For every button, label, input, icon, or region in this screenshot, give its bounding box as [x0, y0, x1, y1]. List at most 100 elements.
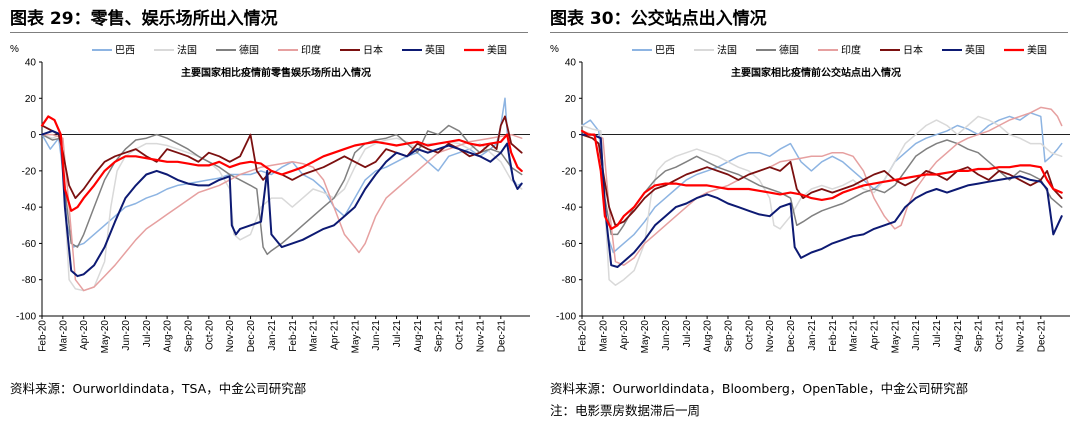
chart-retail-recreation: 40 20 0 -20 -40 -60 -80 -100% Feb-20 Mar-20 Apr-20…	[10, 44, 530, 354]
x-tick-label: Mar-21	[849, 320, 860, 352]
y-tick-label: -100	[556, 312, 576, 323]
x-tick-label: May-21	[890, 320, 901, 354]
legend-label-日本: 日本	[903, 44, 923, 57]
x-tick-label: Jul-21	[932, 320, 943, 348]
x-tick-label: Jan-21	[807, 320, 818, 351]
x-tick-label: Aug-20	[703, 320, 714, 353]
legend-label-法国: 法国	[717, 44, 737, 57]
y-tick-label: -40	[22, 203, 37, 214]
x-tick-label: Jul-20	[682, 320, 693, 348]
x-tick-label: Aug-21	[953, 320, 964, 353]
x-tick-label: Sep-21	[974, 320, 985, 353]
x-tick-label: Mar-20	[598, 320, 609, 352]
x-tick-label: Oct-20	[744, 320, 755, 350]
x-tick-label: Aug-20	[163, 320, 174, 353]
y-tick-label: -60	[22, 239, 37, 250]
y-axis-unit: %	[550, 44, 559, 55]
x-tick-label: Jul-20	[142, 320, 153, 348]
y-tick-label: -80	[22, 275, 37, 286]
x-tick-label: Sep-20	[183, 320, 194, 353]
x-tick-label: Sep-21	[434, 320, 445, 353]
x-tick-label: Dec-21	[496, 320, 507, 353]
x-tick-label: Nov-20	[225, 320, 236, 353]
x-tick-label: May-21	[350, 320, 361, 354]
x-tick-label: Jun-20	[661, 320, 672, 351]
title-divider	[550, 32, 1068, 33]
y-tick-label: -100	[16, 312, 36, 323]
legend-label-英国: 英国	[425, 44, 445, 57]
series-line-印度	[41, 133, 523, 292]
x-tick-label: Mar-21	[309, 320, 320, 352]
source-note: 资料来源：Ourworldindata，TSA，中金公司研究部	[10, 381, 307, 396]
right-panel: 图表 30：公交站点出入情况 40 20 0 -20 -40 -60 -80 -100% Feb…	[540, 0, 1080, 421]
title-divider	[10, 32, 528, 33]
series-line-英国	[41, 129, 523, 278]
x-tick-label: Jun-21	[911, 320, 922, 351]
y-tick-label: -20	[562, 166, 577, 177]
series-line-印度	[581, 106, 1063, 266]
x-tick-label: Mar-20	[58, 320, 69, 352]
series-line-英国	[581, 133, 1063, 268]
legend-label-巴西: 巴西	[655, 45, 675, 57]
x-tick-label: Dec-20	[786, 320, 797, 353]
left-panel: 图表 29：零售、娱乐场所出入情况 40 20 0 -20 -40 -60 -80 -100%…	[10, 9, 530, 396]
legend-label-美国: 美国	[487, 44, 507, 57]
y-tick-label: -80	[562, 275, 577, 286]
y-tick-label: -60	[562, 239, 577, 250]
footnote: 注：电影票房数据滞后一周	[550, 403, 701, 418]
x-tick-label: Jun-21	[371, 320, 382, 351]
x-tick-label: Dec-21	[1036, 320, 1047, 353]
x-tick-label: Nov-20	[765, 320, 776, 353]
series-line-美国	[40, 115, 523, 212]
legend-label-印度: 印度	[841, 44, 861, 57]
y-axis-unit: %	[10, 44, 19, 55]
y-tick-label: 0	[30, 130, 36, 141]
x-tick-label: Aug-21	[413, 320, 424, 353]
y-tick-label: 20	[565, 94, 577, 105]
x-tick-label: Feb-21	[288, 320, 299, 352]
chart-title: 主要国家相比疫情前公交站点出入情况	[731, 66, 901, 79]
y-tick-label: 40	[25, 58, 37, 69]
series-line-美国	[580, 129, 1063, 230]
series-line-日本	[581, 133, 1063, 227]
y-tick-label: -40	[562, 203, 577, 214]
figure-title: 图表 30：公交站点出入情况	[550, 9, 767, 29]
x-tick-label: Sep-20	[723, 320, 734, 353]
chart-transit-stations: 40 20 0 -20 -40 -60 -80 -100% Feb-20 Mar-20 Apr-20…	[550, 44, 1070, 354]
x-tick-label: Nov-21	[475, 320, 486, 353]
legend-label-日本: 日本	[363, 44, 383, 57]
legend-label-印度: 印度	[301, 44, 321, 57]
legend-label-巴西: 巴西	[115, 45, 135, 57]
series-line-法国	[581, 115, 1063, 286]
x-tick-label: Apr-20	[79, 320, 90, 350]
x-tick-label: May-20	[100, 320, 111, 354]
x-tick-label: Nov-21	[1015, 320, 1026, 353]
x-tick-label: Jul-21	[392, 320, 403, 348]
x-tick-label: Jun-20	[121, 320, 132, 351]
source-note: 资料来源：Ourworldindata，Bloomberg，OpenTable，…	[550, 381, 969, 396]
x-tick-label: Oct-20	[204, 320, 215, 350]
series-line-德国	[41, 124, 523, 256]
x-tick-label: Feb-20	[38, 320, 49, 352]
x-tick-label: Feb-21	[828, 320, 839, 352]
x-tick-label: Dec-20	[246, 320, 257, 353]
x-tick-label: Feb-20	[578, 320, 589, 352]
x-tick-label: Apr-21	[329, 320, 340, 350]
legend-label-法国: 法国	[177, 44, 197, 57]
x-tick-label: Apr-21	[869, 320, 880, 350]
y-tick-label: 20	[25, 94, 37, 105]
y-tick-label: 40	[565, 58, 577, 69]
x-tick-label: Oct-21	[455, 320, 466, 350]
legend-label-英国: 英国	[965, 44, 985, 57]
figure-title: 图表 29：零售、娱乐场所出入情况	[10, 9, 278, 29]
legend-label-德国: 德国	[239, 44, 259, 57]
x-tick-label: Jan-21	[267, 320, 278, 351]
x-tick-label: Apr-20	[619, 320, 630, 350]
legend-label-德国: 德国	[779, 44, 799, 57]
x-tick-label: Oct-21	[995, 320, 1006, 350]
chart-title: 主要国家相比疫情前零售娱乐场所出入情况	[181, 66, 371, 79]
y-tick-label: 0	[570, 130, 576, 141]
y-tick-label: -20	[22, 166, 37, 177]
legend-label-美国: 美国	[1027, 44, 1047, 57]
x-tick-label: May-20	[640, 320, 651, 354]
